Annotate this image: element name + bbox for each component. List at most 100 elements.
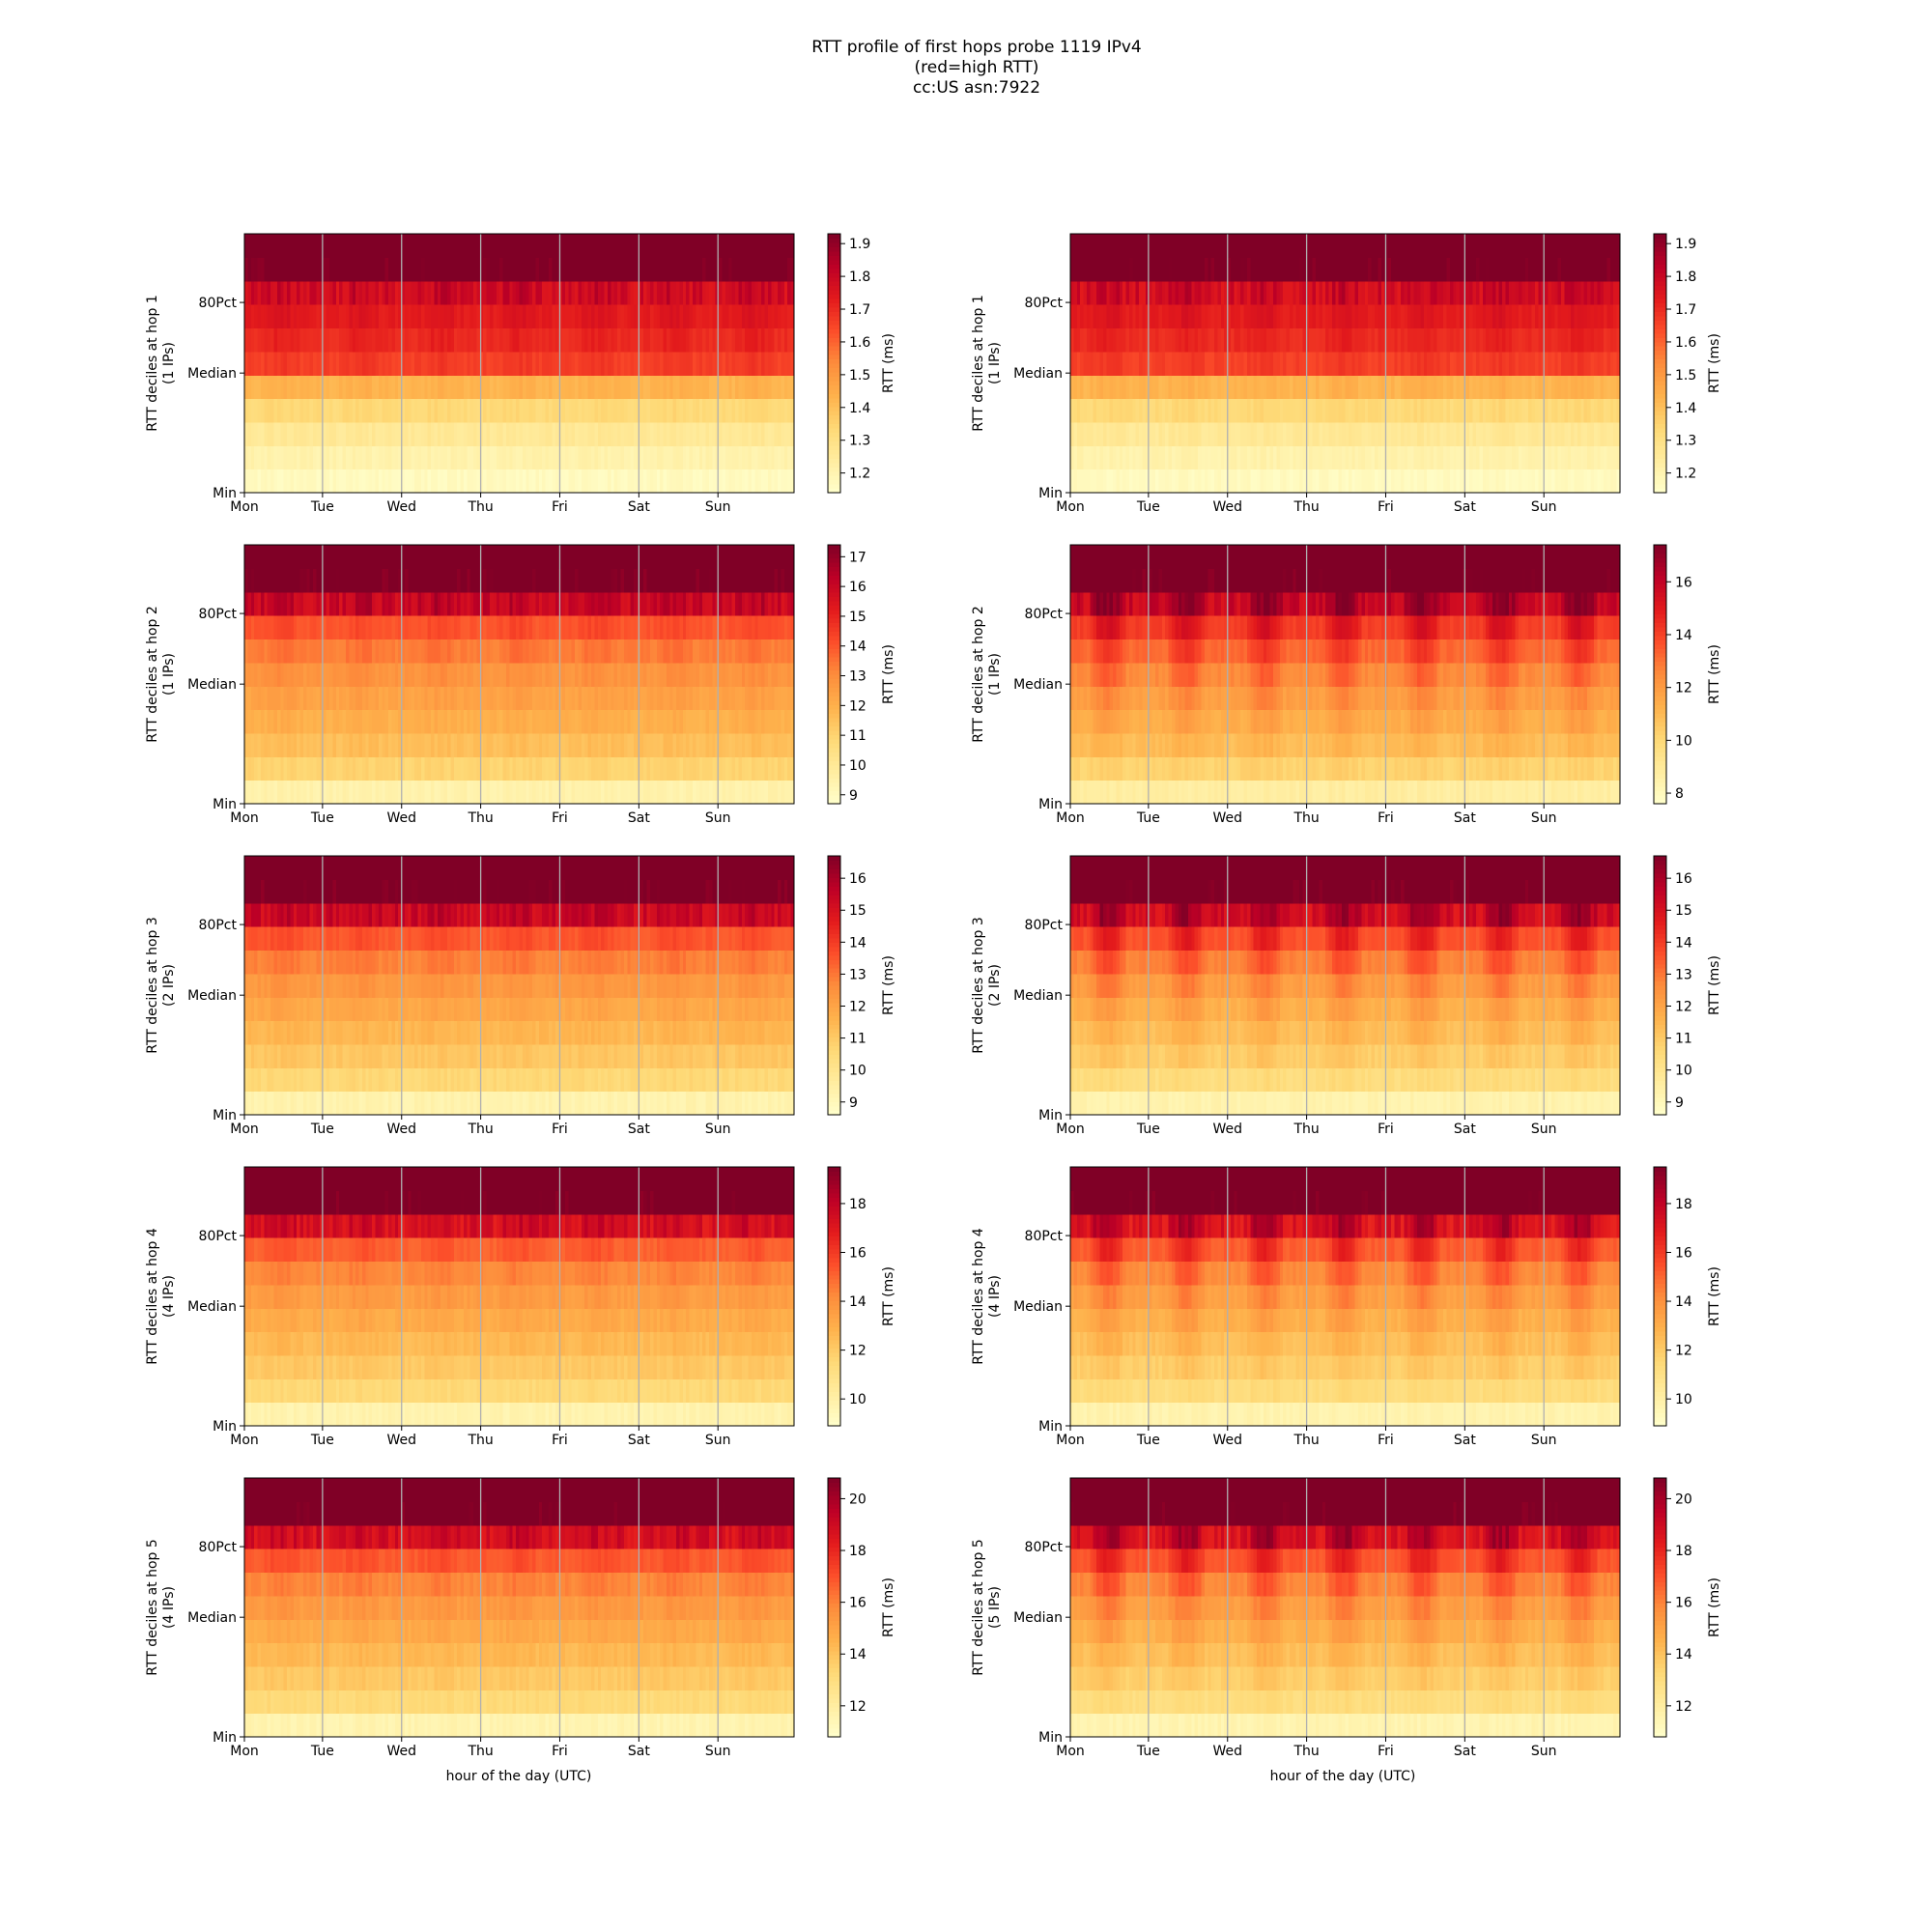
x-tick-label: Sat: [628, 499, 650, 515]
colorbar-segment: [1654, 428, 1666, 433]
colorbar-segment: [1654, 298, 1666, 303]
colorbar-segment: [828, 351, 840, 355]
x-tick-label: Tue: [310, 499, 334, 515]
colorbar-tick-label: 1.6: [1675, 335, 1696, 351]
colorbar-segment: [828, 445, 840, 450]
colorbar-tick-label: 1.3: [1675, 434, 1696, 449]
colorbar-segment: [1654, 454, 1666, 459]
colorbar-segment: [828, 367, 840, 372]
colorbar-segment: [1654, 272, 1666, 277]
colorbar-segment: [828, 384, 840, 389]
colorbar-segment: [1654, 328, 1666, 333]
colorbar-segment: [828, 463, 840, 468]
colorbar-tick-label: 1.5: [849, 368, 870, 384]
colorbar-segment: [1654, 389, 1666, 394]
colorbar-segment: [828, 449, 840, 454]
colorbar-segment: [828, 376, 840, 381]
colorbar-segment: [1654, 337, 1666, 342]
colorbar-segment: [828, 311, 840, 316]
colorbar-segment: [828, 246, 840, 251]
colorbar-segment: [1654, 269, 1666, 273]
colorbar-segment: [1654, 260, 1666, 265]
colorbar-tick-label: 1.2: [849, 467, 870, 482]
colorbar-segment: [828, 281, 840, 286]
colorbar-segment: [1654, 432, 1666, 437]
colorbar-segment: [828, 298, 840, 303]
colorbar-segment: [1654, 342, 1666, 347]
colorbar-tick-label: 1.9: [1675, 237, 1696, 252]
colorbar-segment: [828, 242, 840, 247]
colorbar-segment: [1654, 346, 1666, 351]
colorbar-segment: [828, 264, 840, 269]
colorbar-segment: [1654, 384, 1666, 389]
colorbar-segment: [1654, 458, 1666, 463]
colorbar-segment: [1654, 316, 1666, 321]
colorbar-segment: [1654, 480, 1666, 485]
colorbar-segment: [1654, 295, 1666, 299]
x-tick-label: Sun: [705, 499, 731, 515]
colorbar-tick-label: 1.4: [1675, 401, 1696, 416]
colorbar-segment: [828, 342, 840, 347]
y-axis-label: RTT deciles at hop 1(1 IPs): [971, 295, 1003, 432]
colorbar-segment: [1654, 419, 1666, 424]
heatmap-cells: [244, 234, 795, 494]
colorbar-segment: [828, 363, 840, 368]
colorbar-segment: [828, 316, 840, 321]
colorbar-segment: [1654, 351, 1666, 355]
colorbar-segment: [828, 419, 840, 424]
colorbar-segment: [1654, 484, 1666, 489]
y-tick-label: Min: [213, 486, 237, 501]
colorbar-segment: [1654, 367, 1666, 372]
colorbar-segment: [1654, 402, 1666, 407]
colorbar-segment: [828, 337, 840, 342]
colorbar-segment: [1654, 376, 1666, 381]
colorbar-tick-label: 1.7: [849, 302, 870, 318]
title-line-3: cc:US asn:7922: [913, 78, 1040, 98]
y-tick-label: 80Pct: [199, 296, 238, 311]
colorbar-segment: [1654, 302, 1666, 307]
x-tick-label: Wed: [386, 499, 416, 515]
colorbar-tick-label: 1.6: [849, 335, 870, 351]
colorbar-segment: [828, 393, 840, 398]
colorbar-segment: [828, 286, 840, 291]
colorbar-segment: [1654, 381, 1666, 385]
colorbar-segment: [828, 415, 840, 420]
colorbar-label: RTT (ms): [1707, 333, 1722, 393]
colorbar-tick-label: 1.2: [1675, 467, 1696, 482]
colorbar-segment: [1654, 264, 1666, 269]
colorbar-segment: [828, 402, 840, 407]
y-tick-label: Median: [1013, 366, 1063, 382]
x-tick-label: Wed: [1212, 499, 1242, 515]
colorbar-segment: [828, 328, 840, 333]
colorbar-segment: [828, 355, 840, 359]
colorbar-tick-label: 1.8: [849, 270, 870, 285]
x-axis-label-left: hour of the day (UTC): [446, 1769, 592, 1784]
colorbar-segment: [828, 454, 840, 459]
y-tick-label: 80Pct: [1025, 296, 1064, 311]
colorbar-segment: [1654, 415, 1666, 420]
colorbar-segment: [1654, 234, 1666, 239]
colorbar-tick-label: 1.8: [1675, 270, 1696, 285]
x-tick-label: Mon: [1056, 499, 1085, 515]
colorbar-segment: [1654, 320, 1666, 325]
colorbar-segment: [828, 325, 840, 329]
colorbar-segment: [828, 333, 840, 338]
heatmap-cells: [244, 545, 795, 805]
colorbar-segment: [1654, 363, 1666, 368]
colorbar-segment: [828, 260, 840, 265]
x-tick-label: Fri: [552, 499, 568, 515]
colorbar-segment: [1654, 437, 1666, 441]
y-tick-label: Median: [187, 366, 237, 382]
colorbar-segment: [828, 440, 840, 445]
colorbar-segment: [828, 437, 840, 441]
colorbar-tick-label: 1.4: [849, 401, 870, 416]
x-tick-label: Thu: [1293, 499, 1319, 515]
x-tick-label: Sat: [1454, 499, 1476, 515]
colorbar-segment: [828, 234, 840, 239]
colorbar-segment: [828, 290, 840, 295]
colorbar-segment: [828, 302, 840, 307]
colorbar-segment: [828, 467, 840, 471]
title-line-2: (red=high RTT): [915, 58, 1039, 77]
